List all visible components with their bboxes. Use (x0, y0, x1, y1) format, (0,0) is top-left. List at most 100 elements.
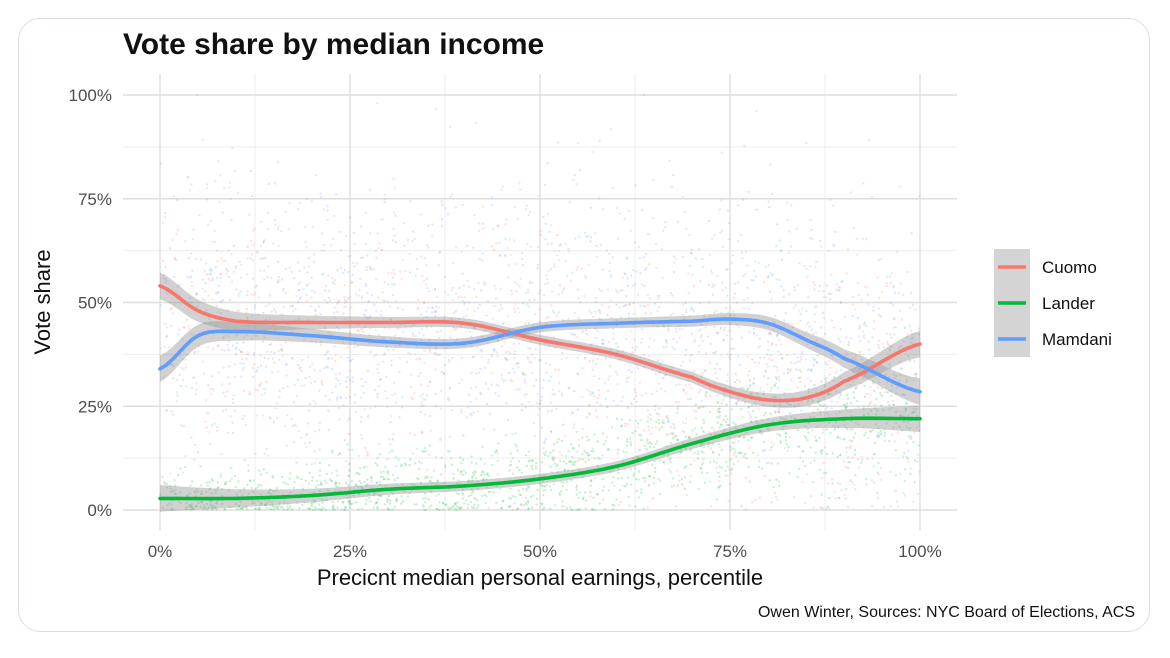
scatter-point (413, 462, 417, 465)
scatter-point (777, 480, 781, 483)
scatter-point (246, 507, 249, 510)
scatter-point (374, 461, 377, 465)
scatter-point (911, 337, 914, 340)
scatter-point (170, 307, 173, 310)
scatter-point (307, 355, 310, 359)
scatter-point (588, 404, 591, 407)
scatter-point (176, 198, 179, 202)
scatter-point (584, 328, 588, 332)
scatter-point (884, 373, 888, 376)
scatter-point (496, 452, 499, 455)
scatter-point (527, 213, 530, 217)
scatter-point (497, 394, 500, 398)
scatter-point (710, 426, 714, 429)
scatter-point (770, 358, 774, 362)
scatter-point (420, 462, 424, 465)
scatter-point (239, 490, 242, 493)
scatter-point (206, 198, 209, 201)
scatter-point (305, 284, 308, 288)
scatter-point (820, 493, 823, 496)
scatter-point (241, 358, 244, 361)
scatter-point (556, 141, 560, 144)
scatter-point (642, 304, 645, 308)
scatter-point (251, 194, 254, 198)
scatter-point (271, 505, 274, 508)
scatter-point (393, 506, 396, 509)
scatter-point (345, 305, 348, 308)
scatter-point (280, 344, 283, 347)
scatter-point (813, 459, 816, 462)
scatter-point (701, 463, 704, 466)
scatter-point (267, 491, 270, 494)
scatter-point (702, 421, 706, 425)
scatter-point (348, 331, 352, 334)
scatter-point (460, 506, 463, 509)
scatter-point (178, 490, 182, 494)
scatter-point (253, 293, 256, 297)
scatter-point (590, 450, 593, 453)
scatter-point (200, 489, 203, 493)
scatter-point (515, 445, 518, 448)
scatter-point (587, 438, 591, 441)
scatter-point (748, 378, 751, 382)
scatter-point (607, 378, 610, 381)
scatter-point (853, 432, 857, 435)
scatter-point (748, 413, 752, 416)
scatter-point (712, 351, 715, 355)
scatter-point (261, 340, 265, 344)
scatter-point (190, 284, 194, 288)
scatter-point (257, 483, 261, 486)
scatter-point (429, 480, 432, 483)
scatter-point (736, 459, 740, 463)
scatter-point (882, 408, 885, 412)
scatter-point (794, 304, 797, 307)
scatter-point (880, 404, 883, 407)
scatter-point (851, 370, 855, 373)
scatter-point (273, 351, 276, 355)
scatter-point (810, 367, 813, 371)
scatter-point (608, 375, 611, 378)
scatter-point (628, 316, 631, 319)
scatter-point (847, 344, 850, 347)
scatter-point (245, 333, 248, 337)
scatter-point (758, 390, 762, 393)
scatter-point (474, 477, 478, 480)
scatter-point (800, 370, 803, 374)
scatter-point (480, 474, 483, 477)
scatter-point (672, 312, 675, 315)
scatter-point (833, 376, 836, 379)
scatter-point (365, 265, 368, 269)
scatter-point (200, 500, 203, 503)
scatter-point (329, 333, 333, 336)
scatter-point (526, 499, 530, 503)
scatter-point (693, 340, 696, 343)
scatter-point (262, 311, 265, 315)
scatter-point (689, 480, 692, 483)
scatter-point (495, 242, 498, 245)
scatter-point (178, 354, 181, 357)
scatter-point (199, 258, 203, 261)
scatter-point (654, 242, 658, 245)
scatter-point (201, 287, 204, 290)
scatter-point (378, 443, 381, 446)
scatter-point (578, 458, 581, 461)
scatter-point (827, 414, 831, 417)
scatter-point (824, 408, 827, 411)
scatter-point (647, 233, 650, 236)
scatter-point (471, 506, 474, 509)
scatter-point (598, 197, 601, 200)
scatter-point (390, 359, 393, 362)
scatter-point (319, 196, 323, 199)
scatter-point (721, 339, 725, 342)
scatter-point (547, 270, 550, 273)
scatter-point (754, 275, 758, 278)
scatter-point (487, 358, 490, 361)
scatter-point (572, 426, 575, 429)
scatter-point (477, 230, 481, 233)
scatter-point (182, 368, 185, 371)
scatter-point (508, 464, 511, 467)
scatter-point (793, 288, 797, 292)
scatter-point (886, 343, 889, 346)
scatter-point (597, 456, 600, 460)
